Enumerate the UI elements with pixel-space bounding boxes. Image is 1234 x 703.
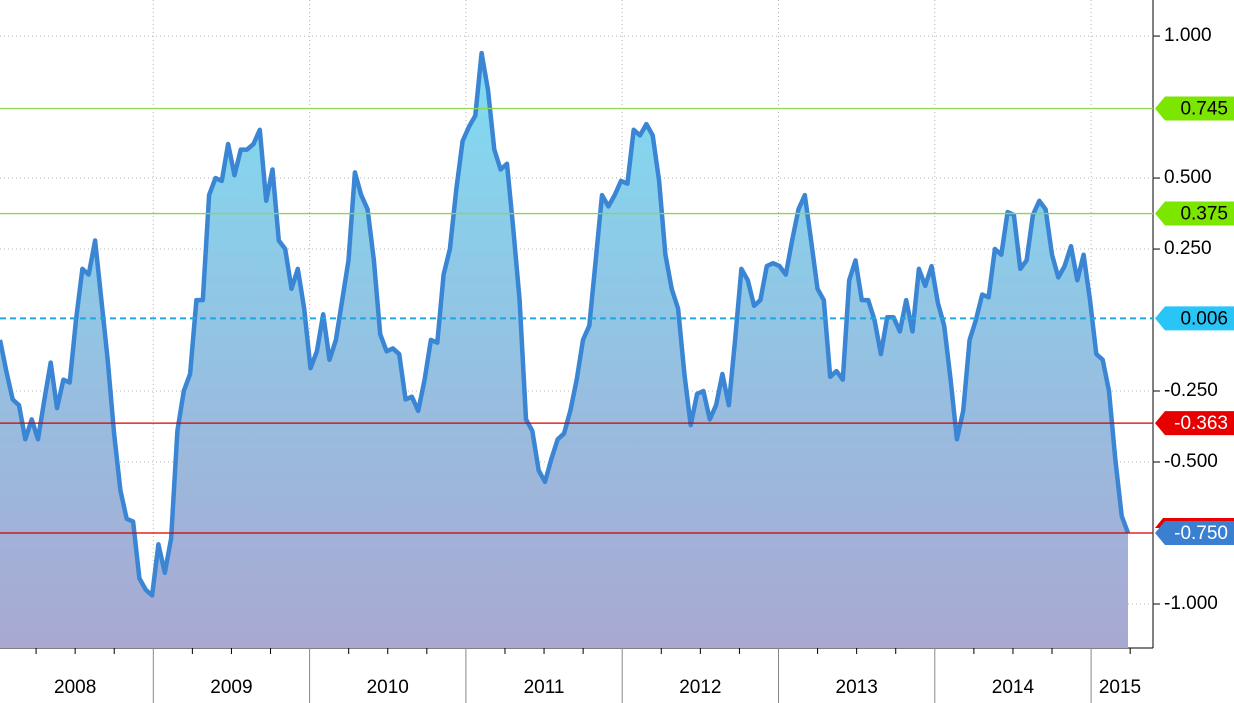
- value-tag-label: 0.375: [1180, 204, 1228, 225]
- value-tag: [1155, 411, 1234, 436]
- x-tick-label: 2010: [367, 677, 409, 698]
- value-tag-label: -0.363: [1174, 413, 1228, 434]
- value-tag: [1155, 201, 1234, 226]
- value-tag-label: 0.006: [1180, 308, 1228, 329]
- value-tag: [1155, 306, 1234, 331]
- area: [0, 53, 1128, 649]
- y-tick-label: 0.250: [1164, 238, 1212, 259]
- x-tick-label: 2013: [836, 677, 878, 698]
- y-tick-label: -0.250: [1164, 380, 1218, 401]
- y-tick-label: 0.500: [1164, 167, 1212, 188]
- y-tick-label: 1.000: [1164, 25, 1212, 46]
- x-tick-label: 2011: [524, 677, 565, 698]
- value-tag: [1155, 520, 1234, 545]
- x-tick-label: 2014: [992, 677, 1035, 698]
- x-tick-label: 2009: [210, 677, 252, 698]
- line: [0, 50, 1131, 598]
- value-tag: [1155, 96, 1234, 121]
- x-tick-label: 2012: [679, 677, 721, 698]
- x-tick-label: 2008: [54, 677, 96, 698]
- y-tick-label: -0.500: [1164, 451, 1218, 472]
- value-tag-label: -0.750: [1174, 523, 1228, 544]
- value-tag-label: 0.745: [1180, 98, 1228, 119]
- x-tick-label: 2015: [1099, 677, 1141, 698]
- y-tick-label: -1.000: [1164, 593, 1218, 614]
